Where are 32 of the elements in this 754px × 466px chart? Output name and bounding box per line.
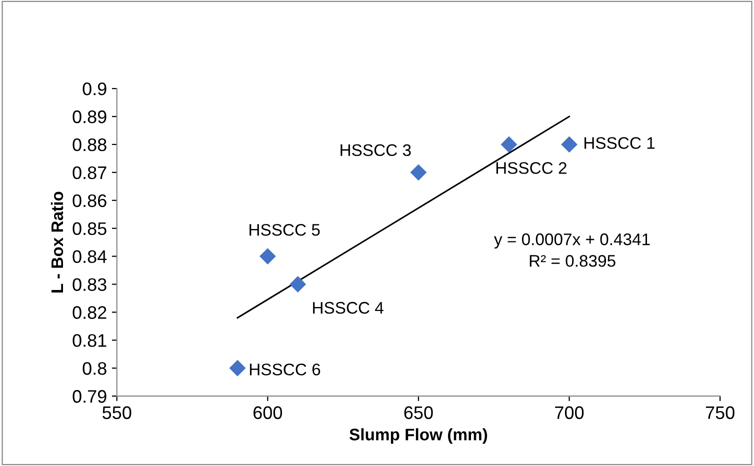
annotation: HSSCC 4 xyxy=(313,302,384,314)
annotation: HSSCC 6 xyxy=(250,364,320,376)
point xyxy=(290,276,306,292)
y-tick-label: 0.83 xyxy=(72,278,106,291)
x-tick-label: 700 xyxy=(555,406,584,420)
annotation: HSSCC 3 xyxy=(340,144,411,156)
y-tick-label: 0.79 xyxy=(72,390,106,403)
y-tick-label: 0.82 xyxy=(72,306,106,319)
y-tick-label: 0.9 xyxy=(82,82,106,96)
x-tick-label: 600 xyxy=(254,406,282,420)
annotation: y = 0.0007x + 0.4341 R² = 0.8395 xyxy=(494,233,650,267)
point xyxy=(410,164,427,181)
y-tick-label: 0.81 xyxy=(72,334,106,347)
y-tick-label: 0.8 xyxy=(82,362,106,375)
x-tick-label: 650 xyxy=(404,406,433,420)
y-tick-label: 0.87 xyxy=(72,166,106,180)
point xyxy=(561,136,578,153)
y-tick-label: 0.89 xyxy=(72,110,106,124)
y-axis-title: L - Box Ratio xyxy=(50,192,64,292)
y-tick-label: 0.84 xyxy=(72,250,107,264)
y-tick-label: 0.85 xyxy=(72,222,106,236)
point xyxy=(500,136,518,153)
y-tick-label: 0.86 xyxy=(72,194,106,208)
x-tick-label: 550 xyxy=(102,406,132,420)
point xyxy=(229,360,246,376)
annotation: HSSCC 5 xyxy=(250,224,320,236)
annotation: HSSCC 1 xyxy=(584,137,655,149)
x-axis-title: Slump Flow (mm) xyxy=(350,428,488,444)
point xyxy=(259,248,276,265)
y-tick-label: 0.88 xyxy=(72,138,106,152)
annotation: HSSCC 2 xyxy=(496,162,566,174)
x-tick-label: 750 xyxy=(706,406,734,420)
